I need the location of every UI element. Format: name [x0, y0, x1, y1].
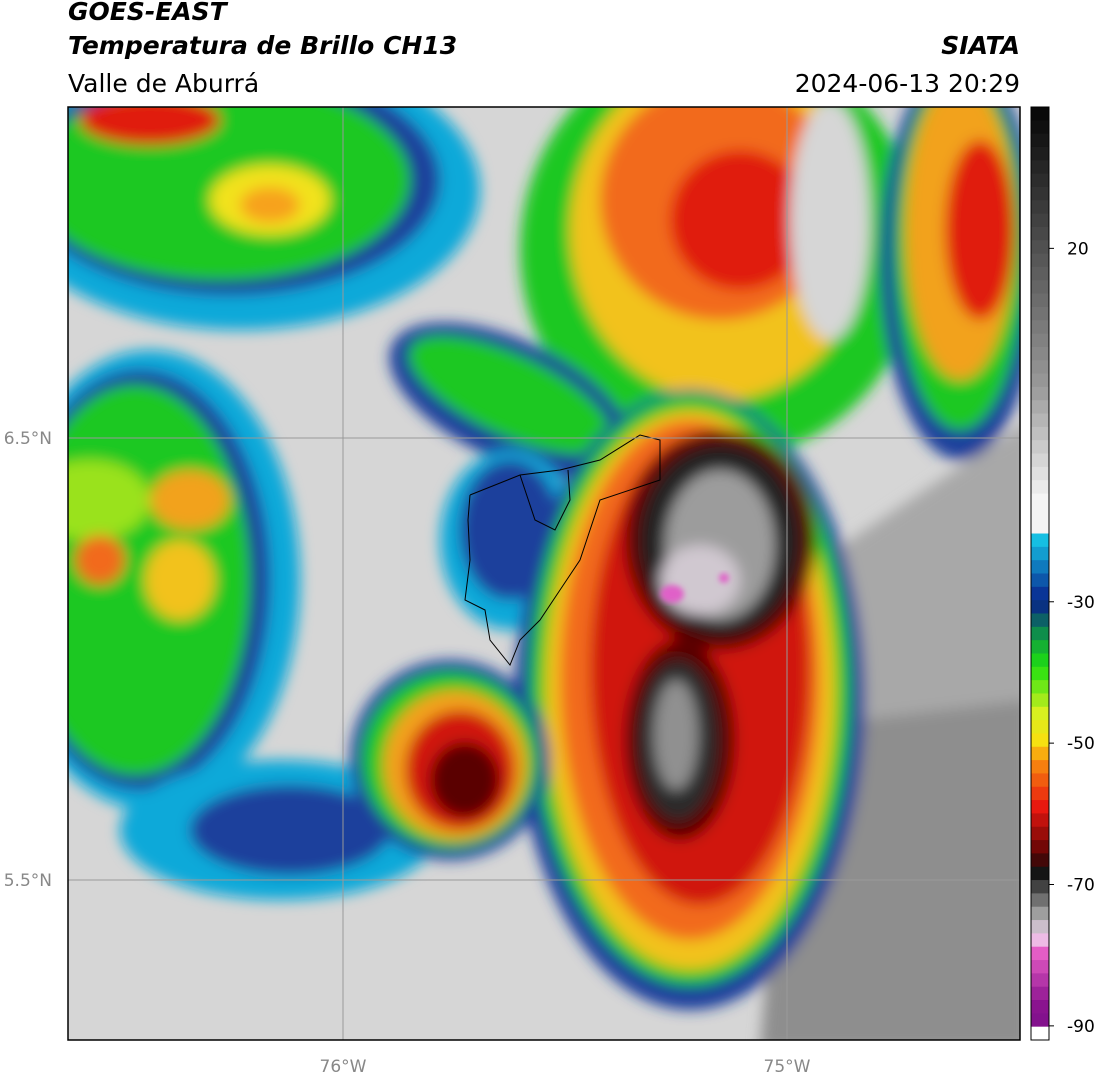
colorbar-step — [1031, 933, 1049, 948]
colorbar-step — [1031, 480, 1049, 495]
colorbar-step — [1031, 386, 1049, 401]
colorbar-step — [1031, 320, 1049, 335]
colorbar-step — [1031, 346, 1049, 361]
colorbar-step — [1031, 906, 1049, 921]
colorbar-step — [1031, 680, 1049, 694]
colorbar-step — [1031, 760, 1049, 774]
colorbar-frame — [1030, 106, 1050, 1041]
colorbar-tick-label: -30 — [1067, 593, 1094, 613]
colorbar-step — [1031, 573, 1049, 588]
colorbar-step — [1031, 560, 1049, 574]
colorbar-step — [1031, 493, 1049, 508]
colorbar-step — [1031, 186, 1049, 201]
colorbar-step — [1031, 720, 1049, 734]
colorbar-step — [1031, 960, 1049, 974]
colorbar-step — [1031, 506, 1049, 521]
colorbar-step — [1031, 706, 1049, 721]
colorbar-step — [1031, 973, 1049, 988]
colorbar-step — [1031, 586, 1049, 601]
colorbar-step — [1031, 466, 1049, 481]
colorbar-step — [1031, 1026, 1049, 1041]
colorbar-step — [1031, 653, 1049, 668]
colorbar-step — [1031, 613, 1049, 628]
colorbar-step — [1031, 666, 1049, 681]
title: GOES-EAST — [68, 0, 229, 26]
colorbar-tick-label: -50 — [1067, 734, 1094, 754]
colorbar-step — [1031, 640, 1049, 654]
colorbar-step — [1031, 133, 1049, 148]
colorbar-step — [1031, 866, 1049, 881]
colorbar-step — [1031, 800, 1049, 814]
subtitle: Temperatura de Brillo CH13 — [68, 31, 457, 60]
colorbar-step — [1031, 107, 1049, 121]
colorbar-step — [1031, 746, 1049, 761]
colorbar-step — [1031, 360, 1049, 375]
colorbar-step — [1031, 626, 1049, 641]
colorbar-step — [1031, 986, 1049, 1001]
colorbar-step — [1031, 826, 1049, 841]
colorbar-step — [1031, 226, 1049, 241]
colorbar-tick-label: -90 — [1067, 1017, 1094, 1037]
colorbar-step — [1031, 733, 1049, 748]
lon-label: 76°W — [320, 1057, 367, 1077]
datetime: 2024-06-13 20:29 — [795, 69, 1020, 98]
colorbar-step — [1031, 200, 1049, 215]
colorbar-step — [1031, 440, 1049, 455]
colorbar-step — [1031, 453, 1049, 468]
colorbar-step — [1031, 853, 1049, 868]
brightness-map — [68, 107, 1020, 1040]
colorbar-step — [1031, 240, 1049, 255]
colorbar-step — [1031, 1000, 1049, 1014]
lat-label: 5.5°N — [4, 871, 52, 891]
colorbar-step — [1031, 786, 1049, 801]
colorbar-step — [1031, 280, 1049, 295]
colorbar-step — [1031, 893, 1049, 908]
colorbar-step — [1031, 146, 1049, 161]
colorbar-step — [1031, 533, 1049, 548]
colorbar-tick-label: -70 — [1067, 876, 1094, 896]
colorbar-step — [1031, 773, 1049, 788]
colorbar-step — [1031, 160, 1049, 175]
colorbar-step — [1031, 373, 1049, 388]
region: Valle de Aburrá — [68, 69, 259, 98]
colorbar-step — [1031, 600, 1049, 614]
colorbar-step — [1031, 120, 1049, 135]
colorbar-step — [1031, 333, 1049, 348]
colorbar-step — [1031, 306, 1049, 321]
colorbar-step — [1031, 693, 1049, 708]
colorbar-step — [1031, 880, 1049, 894]
colorbar-tick-label: 20 — [1067, 239, 1089, 259]
colorbar-step — [1031, 400, 1049, 415]
colorbar-step — [1031, 920, 1049, 934]
map-frame — [67, 106, 1021, 1041]
lat-label: 6.5°N — [4, 429, 52, 449]
source: SIATA — [941, 31, 1020, 60]
colorbar-step — [1031, 173, 1049, 188]
colorbar-step — [1031, 1013, 1049, 1028]
colorbar-step — [1031, 520, 1049, 535]
colorbar-step — [1031, 546, 1049, 561]
colorbar-step — [1031, 266, 1049, 281]
colorbar-step — [1031, 253, 1049, 268]
colorbar-step — [1031, 813, 1049, 828]
colorbar-step — [1031, 213, 1049, 228]
colorbar-step — [1031, 840, 1049, 854]
colorbar: 20 -30 -50 -70 -90 — [1030, 106, 1094, 1041]
colorbar-step — [1031, 413, 1049, 428]
colorbar-step — [1031, 426, 1049, 441]
lon-label: 75°W — [764, 1057, 811, 1077]
colorbar-step — [1031, 946, 1049, 961]
colorbar-step — [1031, 293, 1049, 308]
